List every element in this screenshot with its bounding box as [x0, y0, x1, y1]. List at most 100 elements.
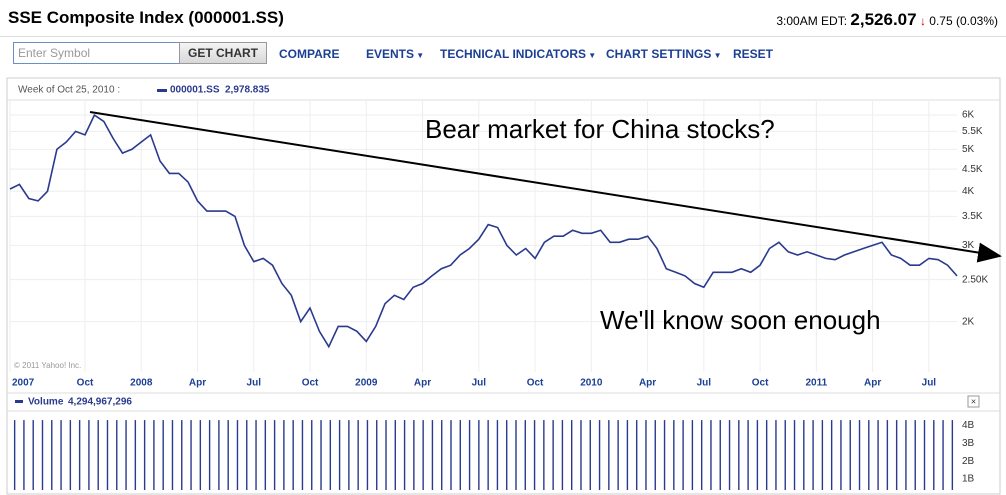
volume-bar	[598, 420, 601, 490]
volume-bar	[441, 420, 443, 490]
page-title: SSE Composite Index (000001.SS)	[8, 8, 284, 27]
menu-item[interactable]: COMPARE	[279, 47, 340, 61]
y-tick-label: 3K	[962, 240, 975, 251]
watermark: © 2011 Yahoo! Inc.	[14, 361, 81, 370]
x-tick-label: Jul	[922, 378, 937, 389]
down-arrow: ↓	[919, 14, 926, 28]
x-tick-label: Apr	[414, 378, 431, 389]
volume-bar	[858, 420, 861, 490]
volume-bar	[32, 420, 34, 490]
volume-bar	[41, 420, 44, 490]
menu-label: CHART SETTINGS	[606, 47, 712, 61]
volume-bar	[255, 420, 257, 490]
volume-bar	[756, 420, 759, 490]
x-tick-label: Apr	[639, 378, 656, 389]
volume-bar	[88, 420, 90, 490]
volume-bar	[69, 420, 72, 490]
volume-bar	[162, 420, 164, 490]
volume-bar	[580, 420, 582, 490]
volume-bar	[942, 420, 944, 490]
volume-bar	[376, 420, 378, 490]
y-tick-label: 4.5K	[962, 164, 983, 175]
volume-bar	[719, 420, 721, 490]
volume-bar	[246, 420, 248, 490]
volume-bar	[765, 420, 768, 490]
volume-bar	[283, 420, 285, 490]
trend-arrow	[89, 111, 1002, 263]
volume-bar	[691, 420, 694, 490]
volume-bar	[524, 420, 526, 490]
y-tick-label: 4B	[962, 420, 975, 431]
menu-item[interactable]: EVENTS ▼	[366, 47, 425, 61]
hover-label: Week of Oct 25, 2010 :	[18, 85, 120, 96]
price-line	[9, 113, 958, 349]
volume-bar	[728, 420, 731, 490]
volume-bar	[273, 420, 276, 490]
y-tick-label: 1B	[962, 474, 975, 485]
volume-bar	[905, 420, 907, 490]
volume-bar	[840, 420, 842, 490]
volume-bar	[394, 420, 396, 490]
volume-bar	[775, 420, 777, 490]
volume-bar	[821, 420, 824, 490]
volume-bar	[208, 420, 211, 490]
x-tick-label: 2010	[580, 378, 603, 389]
volume-bar	[422, 420, 424, 490]
symbol-input[interactable]: Enter Symbol	[13, 42, 181, 64]
volume-bar	[849, 420, 851, 490]
menu-item[interactable]: TECHNICAL INDICATORS ▼	[440, 47, 597, 61]
volume-bar	[459, 420, 461, 490]
volume-bar	[236, 420, 239, 490]
volume-bar	[51, 420, 53, 490]
x-tick-label: Jul	[472, 378, 487, 389]
volume-bar	[784, 420, 786, 490]
legend-name: Volume	[28, 397, 64, 408]
volume-bar	[803, 420, 805, 490]
quote-time: 3:00AM EDT:	[776, 14, 848, 28]
volume-bar	[171, 420, 174, 490]
legend-swatch	[157, 89, 167, 92]
volume-bar	[895, 420, 898, 490]
x-tick-label: Apr	[864, 378, 881, 389]
volume-bar	[877, 420, 879, 490]
volume-bar	[106, 420, 109, 490]
volume-bar	[533, 420, 536, 490]
volume-bar	[552, 420, 554, 490]
x-tick-label: Jul	[247, 378, 262, 389]
volume-bar	[23, 420, 25, 490]
menu-item[interactable]: CHART SETTINGS ▼	[606, 47, 722, 61]
volume-bar	[700, 420, 703, 490]
y-tick-label: 5.5K	[962, 126, 983, 137]
y-tick-label: 4K	[962, 186, 975, 197]
menu-label: EVENTS	[366, 47, 415, 61]
volume-bar	[403, 420, 406, 490]
y-tick-label: 5K	[962, 144, 975, 155]
volume-bar	[190, 420, 192, 490]
volume-bar	[654, 420, 656, 490]
volume-bar	[431, 420, 434, 490]
y-tick-label: 2B	[962, 456, 975, 467]
volume-bar	[635, 420, 638, 490]
volume-bar	[487, 420, 489, 490]
close-x: ×	[971, 396, 976, 406]
menu-item[interactable]: RESET	[733, 47, 774, 61]
volume-bar	[478, 420, 480, 490]
volume-bar	[320, 420, 322, 490]
y-tick-label: 2K	[962, 316, 975, 327]
volume-bar	[923, 420, 926, 490]
x-tick-label: 2007	[12, 378, 35, 389]
volume-bar	[348, 420, 350, 490]
volume-bar	[338, 420, 341, 490]
get-chart-button[interactable]: GET CHART	[179, 42, 267, 64]
volume-bar	[366, 420, 369, 490]
volume-bar	[357, 420, 359, 490]
x-tick-label: Oct	[752, 378, 769, 389]
volume-bar	[673, 420, 675, 490]
volume-bar	[506, 420, 508, 490]
y-tick-label: 6K	[962, 110, 975, 121]
x-tick-label: Oct	[527, 378, 544, 389]
quote-change: 0.75 (0.03%)	[929, 14, 998, 28]
volume-bar	[116, 420, 118, 490]
volume-bar	[933, 420, 935, 490]
